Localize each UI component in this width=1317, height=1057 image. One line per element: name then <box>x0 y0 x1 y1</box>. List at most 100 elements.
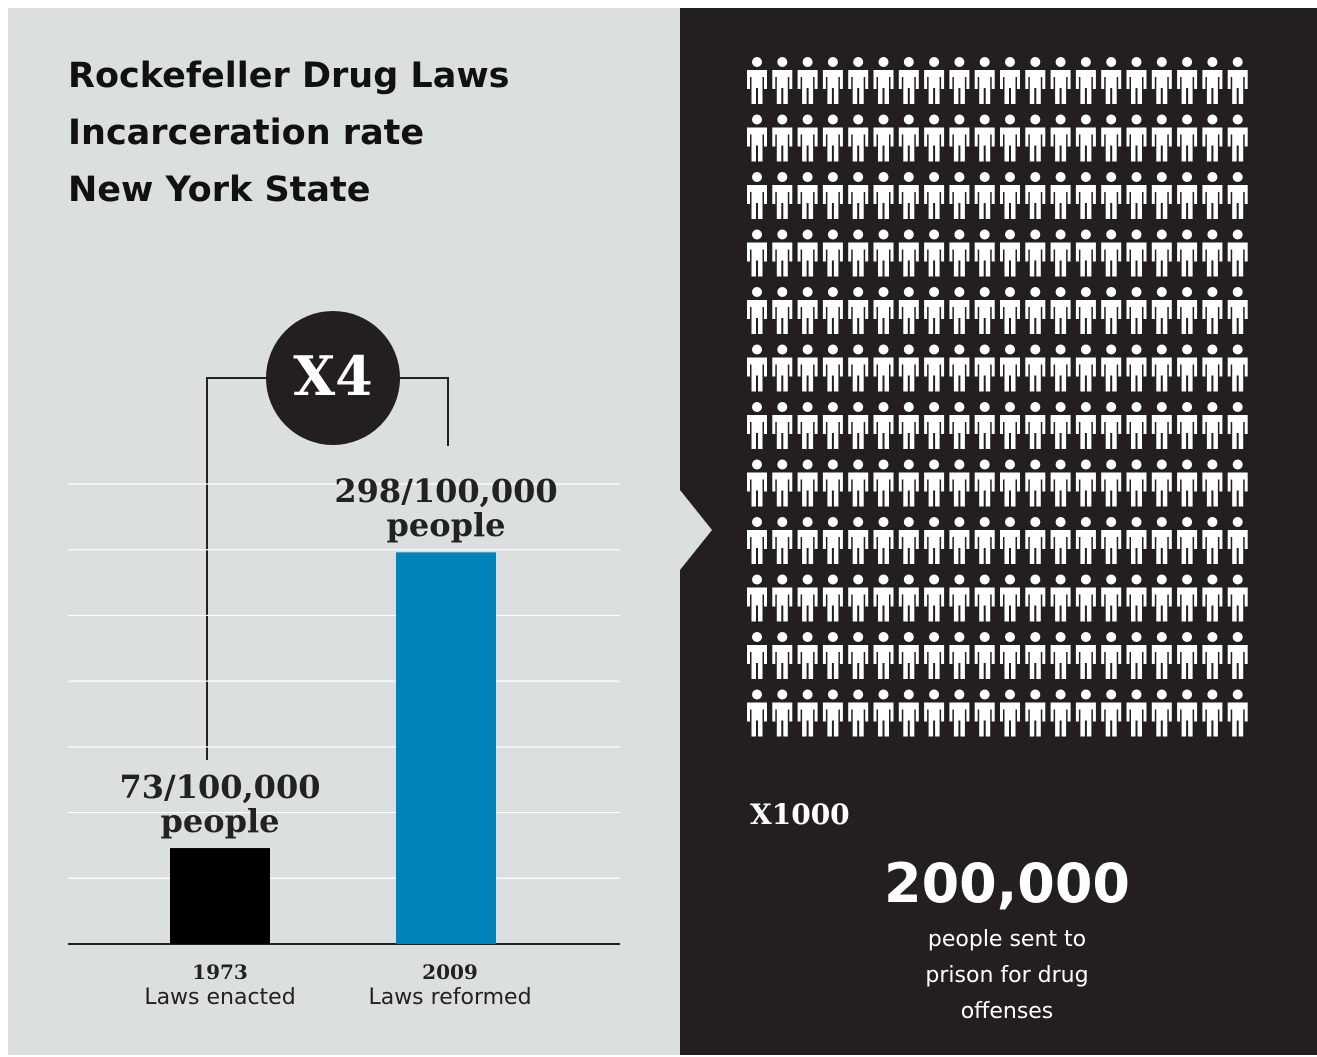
person-icon <box>1000 632 1020 679</box>
icon-head <box>827 517 838 527</box>
icon-body <box>1050 645 1071 679</box>
icon-head <box>1080 459 1091 470</box>
icon-body <box>1075 472 1096 507</box>
icon-head <box>1156 172 1167 182</box>
icon-head <box>802 632 813 642</box>
person-icon <box>974 689 995 737</box>
icon-body <box>873 127 894 162</box>
icon-head <box>878 114 889 125</box>
person-icon <box>1025 57 1046 104</box>
icon-head <box>929 172 940 182</box>
icon-head <box>979 689 990 700</box>
icon-head <box>853 574 864 585</box>
icon-head <box>878 689 889 700</box>
person-icon <box>822 114 843 162</box>
icon-head <box>1156 344 1167 355</box>
person-icon <box>797 287 818 334</box>
person-icon <box>873 57 894 104</box>
person-icon <box>1151 57 1172 104</box>
icon-head <box>1182 459 1193 470</box>
icon-head <box>1156 689 1167 700</box>
icon-body <box>1202 645 1223 679</box>
icon-head <box>1207 229 1218 240</box>
icon-body <box>1151 645 1172 679</box>
icon-head <box>1106 459 1117 470</box>
icon-head <box>1232 344 1243 355</box>
person-icon <box>1000 574 1020 622</box>
icon-body <box>1075 185 1096 219</box>
person-icon <box>898 114 919 162</box>
icon-body <box>974 70 995 104</box>
icon-head <box>752 287 762 297</box>
person-icon <box>822 344 843 392</box>
icon-body <box>949 185 970 219</box>
icon-head <box>1080 574 1091 585</box>
icon-head <box>903 344 914 355</box>
icon-head <box>954 574 965 585</box>
icon-head <box>954 57 965 67</box>
icon-body <box>797 415 818 449</box>
icon-head <box>777 229 788 240</box>
icon-body <box>1202 185 1223 219</box>
icon-head <box>1207 172 1218 182</box>
icon-body <box>1075 300 1096 334</box>
icon-body <box>1101 300 1122 334</box>
icon-head <box>1156 459 1167 470</box>
person-icon <box>1000 344 1020 392</box>
icon-head <box>903 114 914 125</box>
icon-body <box>797 70 818 104</box>
person-icon <box>898 574 919 622</box>
person-icon <box>1025 172 1046 219</box>
icon-body <box>1202 530 1223 564</box>
icon-body <box>822 70 843 104</box>
icon-body <box>1177 127 1198 162</box>
icon-head <box>929 57 940 67</box>
icon-head <box>1106 574 1117 585</box>
icon-body <box>747 415 767 449</box>
icon-head <box>777 344 788 355</box>
person-icon <box>1177 114 1198 162</box>
person-icon <box>1126 229 1147 277</box>
person-icon <box>974 229 995 277</box>
icon-head <box>802 114 813 125</box>
icon-head <box>903 287 914 297</box>
icon-body <box>1126 415 1147 449</box>
person-icon <box>873 517 894 564</box>
icon-body <box>1227 645 1248 679</box>
icon-body <box>1025 70 1046 104</box>
icon-head <box>1005 517 1015 527</box>
person-icon <box>848 172 869 219</box>
icon-body <box>822 530 843 564</box>
icon-body <box>848 185 869 219</box>
icon-body <box>924 127 945 162</box>
icon-head <box>1080 517 1091 527</box>
icon-head <box>1005 689 1015 700</box>
icon-head <box>929 574 940 585</box>
icon-body <box>873 702 894 737</box>
icon-head <box>1005 402 1015 412</box>
value-label: 73/100,000 people <box>119 768 321 841</box>
person-icon <box>1101 229 1122 277</box>
icon-body <box>747 300 767 334</box>
person-icon <box>747 172 767 219</box>
icon-head <box>777 114 788 125</box>
icon-head <box>1232 287 1243 297</box>
person-icon <box>873 114 894 162</box>
icon-head <box>878 402 889 412</box>
icon-body <box>822 127 843 162</box>
icon-head <box>1182 172 1193 182</box>
icon-body <box>898 530 919 564</box>
icon-body <box>772 587 793 622</box>
person-icon <box>772 287 793 334</box>
person-icon <box>1050 459 1071 507</box>
icon-body <box>747 127 767 162</box>
icon-body <box>898 702 919 737</box>
icon-head <box>1182 632 1193 642</box>
icon-head <box>929 114 940 125</box>
person-icon <box>1025 402 1046 449</box>
person-icon <box>949 344 970 392</box>
icon-body <box>949 472 970 507</box>
icon-body <box>848 70 869 104</box>
icon-head <box>954 172 965 182</box>
